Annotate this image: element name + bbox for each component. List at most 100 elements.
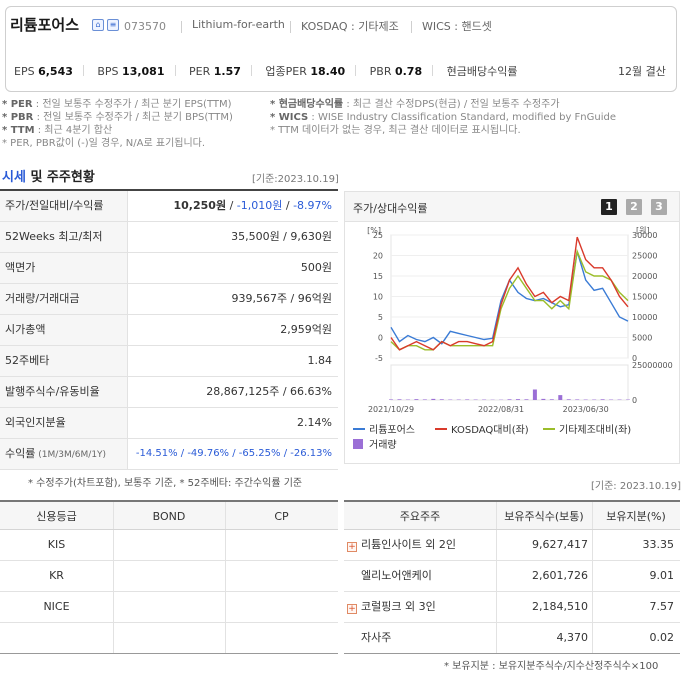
volume-bar — [515, 399, 520, 400]
expand-plus-icon[interactable]: + — [347, 604, 357, 614]
y-right-tick: 15000 — [632, 293, 657, 302]
credit-rating-table: 신용등급 BOND CP KIS KR NICE — [0, 500, 338, 654]
row-market-cap: 시가총액 2,959억원 — [0, 315, 338, 346]
legend-label: 기타제조대비(좌) — [559, 424, 631, 436]
y-right-unit: [원] — [636, 226, 650, 235]
y-left-tick: 25 — [373, 231, 383, 240]
y-left-tick: 20 — [373, 252, 383, 261]
company-name: 리튬포어스 — [10, 16, 80, 34]
y-left-tick: -5 — [375, 354, 383, 363]
chart-footnote: * 수정주가(차트포함), 보통주 기준, * 52주베타: 주간수익률 기준 — [28, 478, 303, 489]
notes-left: * PER : 전일 보통주 수정주가 / 최근 분기 EPS(TTM) * P… — [2, 98, 267, 150]
separator — [290, 21, 291, 33]
row-value: 10,250원 / -1,010원 / -8.97% — [173, 199, 333, 212]
x-tick: 2023/06/30 — [563, 405, 609, 414]
shareholder-row[interactable]: + 코럴핑크 외 3인 2,184,510 7.57 — [344, 592, 680, 623]
credit-row-nice: NICE — [0, 592, 338, 623]
metric-pbr: PBR 0.78 — [369, 65, 423, 78]
shareholder-footnote: * 보유지분 : 보유지분주식수/지수산정주식수×100 — [444, 661, 659, 672]
y-left-tick: 0 — [378, 334, 383, 343]
expand-plus-icon[interactable]: + — [347, 542, 357, 552]
row-label: 주가/전일대비/수익률 — [0, 191, 128, 221]
shareholder-row: 자사주 4,370 0.02 — [344, 623, 680, 654]
row-face-value: 액면가 500원 — [0, 253, 338, 284]
fiscal-settlement: 12월 결산 — [618, 65, 666, 78]
company-header-card — [5, 6, 677, 92]
volume-bar — [389, 399, 393, 400]
y-right-tick: 0 — [632, 354, 637, 363]
metric-eps: EPS 6,543 — [14, 65, 73, 78]
y-volume-tick: 25000000 — [632, 361, 673, 370]
metric-per: PER 1.57 — [189, 65, 241, 78]
shareholder-row[interactable]: + 리튬인사이트 외 2인 9,627,417 33.35 — [344, 530, 680, 561]
x-tick: 2022/08/31 — [478, 405, 524, 414]
y-right-tick: 5000 — [632, 334, 652, 343]
row-foreign-ownership: 외국인지분율 2.14% — [0, 408, 338, 439]
valuation-metrics: EPS 6,543 BPS 13,081 PER 1.57 업종PER 18.4… — [14, 63, 527, 79]
volume-bar — [439, 399, 444, 400]
note-na: * PER, PBR값이 (-)일 경우, N/A로 표기됩니다. — [2, 138, 206, 149]
y-left-tick: 10 — [373, 293, 383, 302]
row-volume: 거래량/거래대금 939,567주 / 96억원 — [0, 284, 338, 315]
price-relative-return-chart: [%]25 20 15 10 5 0 -5 [원]30000 25000 20000 15000 10… — [353, 226, 673, 451]
table-top-rule — [0, 189, 338, 191]
row-price-change: 주가/전일대비/수익률 10,250원 / -1,010원 / -8.97% — [0, 191, 338, 222]
volume-bar — [507, 399, 512, 400]
market-classification: KOSDAQ : 기타제조 — [301, 20, 399, 33]
home-icon[interactable]: ⌂ — [92, 19, 104, 31]
y-left-tick: 15 — [373, 272, 383, 281]
row-shares-issued: 발행주식수/유동비율 28,867,125주 / 66.63% — [0, 377, 338, 408]
chart-page-1-button[interactable]: 1 — [601, 199, 617, 215]
chart-page-2-button[interactable]: 2 — [626, 199, 642, 215]
volume-bar — [600, 399, 605, 400]
volume-bar — [422, 399, 427, 400]
y-left-tick: 5 — [378, 313, 383, 322]
kosdaq-relative-line — [390, 236, 629, 351]
volume-bar — [549, 399, 554, 400]
volume-bar — [575, 399, 580, 400]
y-volume-tick: 0 — [632, 396, 637, 405]
shareholder-row: 엘리노어앤케이 2,601,726 9.01 — [344, 561, 680, 592]
row-returns: 수익률 (1M/3M/6M/1Y) -14.51% / -49.76% / -6… — [0, 439, 338, 470]
note-dividend: * 현금배당수익률 : 최근 결산 수정DPS(현금) / 전일 보통주 수정주… — [270, 99, 560, 110]
y-right-tick: 20000 — [632, 272, 657, 281]
credit-table-header: 신용등급 BOND CP — [0, 500, 338, 530]
credit-row-kr: KR — [0, 561, 338, 592]
note-per: * PER : 전일 보통주 수정주가 / 최근 분기 EPS(TTM) — [2, 99, 232, 110]
y-left-unit: [%] — [367, 226, 381, 235]
section-title: 시세 및 주주현황 — [2, 170, 95, 185]
legend-label: KOSDAQ대비(좌) — [451, 424, 529, 436]
note-ttm-missing: * TTM 데이터가 없는 경우, 최근 결산 데이터로 표시됩니다. — [270, 125, 521, 136]
metric-dividend-yield: 현금배당수익률 — [446, 65, 518, 78]
credit-row-empty — [0, 623, 338, 654]
volume-bar — [524, 399, 529, 400]
separator — [411, 21, 412, 33]
credit-row-kis: KIS — [0, 530, 338, 561]
volume-bar — [431, 398, 436, 400]
shareholder-table-header: 주요주주 보유주식수(보통) 보유지분(%) — [344, 500, 680, 530]
y-right-tick: 10000 — [632, 313, 657, 322]
share-icon[interactable]: ≡ — [107, 19, 119, 31]
legend-label: 거래량 — [369, 439, 397, 451]
note-wics: * WICS : WISE Industry Classification St… — [270, 112, 616, 123]
volume-bar — [541, 398, 546, 400]
separator — [181, 21, 182, 33]
major-shareholders-table: 주요주주 보유주식수(보통) 보유지분(%) + 리튬인사이트 외 2인 9,62… — [344, 500, 680, 654]
volume-bar — [558, 395, 563, 400]
base-date-2: [기준: 2023.10.19] — [591, 481, 682, 492]
volume-bar — [566, 399, 571, 400]
company-slogan: Lithium-for-earth — [192, 18, 285, 31]
wics-classification: WICS : 핸드셋 — [422, 20, 492, 33]
metric-bps: BPS 13,081 — [97, 65, 165, 78]
stock-code: 073570 — [124, 20, 166, 33]
volume-bar — [532, 389, 537, 400]
y-right-tick: 25000 — [632, 252, 657, 261]
note-ttm: * TTM : 최근 4분기 합산 — [2, 125, 113, 136]
volume-bar — [414, 399, 419, 400]
row-beta: 52주베타 1.84 — [0, 346, 338, 377]
industry-relative-line — [390, 248, 629, 351]
note-pbr: * PBR : 전일 보통주 수정주가 / 최근 분기 BPS(TTM) — [2, 112, 233, 123]
x-tick: 2021/10/29 — [368, 405, 414, 414]
chart-page-3-button[interactable]: 3 — [651, 199, 667, 215]
volume-frame — [390, 364, 629, 401]
